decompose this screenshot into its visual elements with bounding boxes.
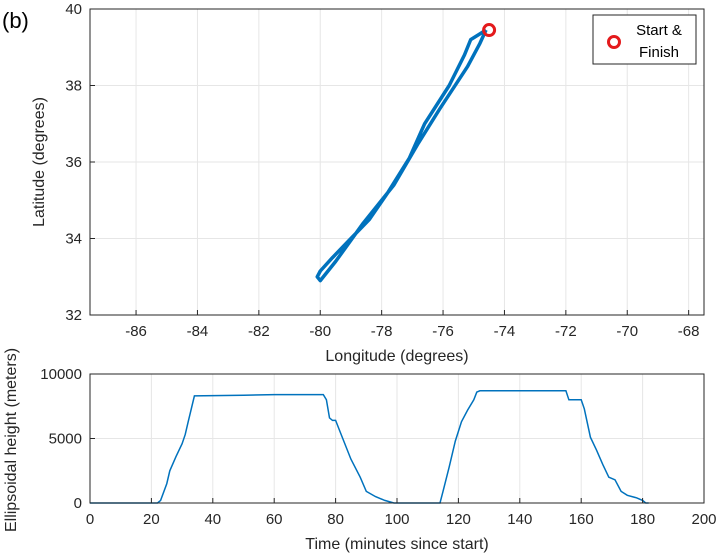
height-grid [89, 373, 705, 504]
height-xtick-label: 100 [384, 511, 409, 528]
track-xtick-label: -86 [125, 323, 147, 340]
track-ytick-label: 32 [65, 307, 82, 324]
track-ytick-label: 40 [65, 1, 82, 18]
track-xtick-label: -84 [187, 323, 209, 340]
height-ytick-label: 0 [74, 495, 82, 512]
height-xtick-label: 60 [266, 511, 283, 528]
track-xtick-label: -80 [309, 323, 331, 340]
legend-label-line1: Start & [636, 22, 682, 39]
panel-label: (b) [2, 8, 29, 33]
track-xtick-label: -82 [248, 323, 270, 340]
track-xtick-label: -68 [678, 323, 700, 340]
height-plot [90, 390, 649, 504]
track-ticks: -86 -84 -82 -80 -78 -76 -74 -72 -70 -68 32 34 36 38 40 [65, 1, 699, 340]
height-chart: 0 20 40 60 80 100 120 140 160 180 200 0 5000 10000 Ti… [3, 348, 717, 553]
track-plot [315, 23, 497, 283]
height-xtick-label: 20 [143, 511, 160, 528]
track-xtick-label: -78 [371, 323, 393, 340]
height-xlabel: Time (minutes since start) [305, 536, 488, 553]
track-ylabel: Latitude (degrees) [31, 97, 48, 227]
height-ytick-label: 10000 [40, 366, 82, 383]
height-ytick-label: 5000 [49, 431, 82, 448]
track-series-line [315, 28, 488, 283]
track-xtick-label: -72 [555, 323, 577, 340]
track-xtick-label: -70 [616, 323, 638, 340]
start-finish-marker [482, 23, 497, 38]
height-xtick-label: 200 [691, 511, 716, 528]
height-xtick-label: 180 [630, 511, 655, 528]
track-ytick-label: 34 [65, 231, 82, 248]
legend-marker-icon [607, 35, 621, 49]
track-ytick-label: 36 [65, 154, 82, 171]
track-chart: -86 -84 -82 -80 -78 -76 -74 -72 -70 -68 32 34 36 38 40… [31, 1, 705, 365]
track-ytick-label: 38 [65, 78, 82, 95]
height-xtick-label: 0 [86, 511, 94, 528]
height-xtick-label: 160 [569, 511, 594, 528]
legend-label-line2: Finish [639, 44, 679, 61]
track-xlabel: Longitude (degrees) [325, 348, 468, 365]
height-series-line [90, 390, 649, 504]
track-xtick-label: -76 [432, 323, 454, 340]
height-xtick-label: 80 [327, 511, 344, 528]
height-xtick-label: 40 [204, 511, 221, 528]
track-xtick-label: -74 [494, 323, 516, 340]
height-xtick-label: 140 [507, 511, 532, 528]
height-xtick-label: 120 [446, 511, 471, 528]
height-ylabel: Ellipsoidal height (meters) [3, 348, 20, 532]
height-ticks: 0 20 40 60 80 100 120 140 160 180 200 0 5000 10000 [40, 366, 716, 528]
legend: Start & Finish [592, 14, 697, 65]
